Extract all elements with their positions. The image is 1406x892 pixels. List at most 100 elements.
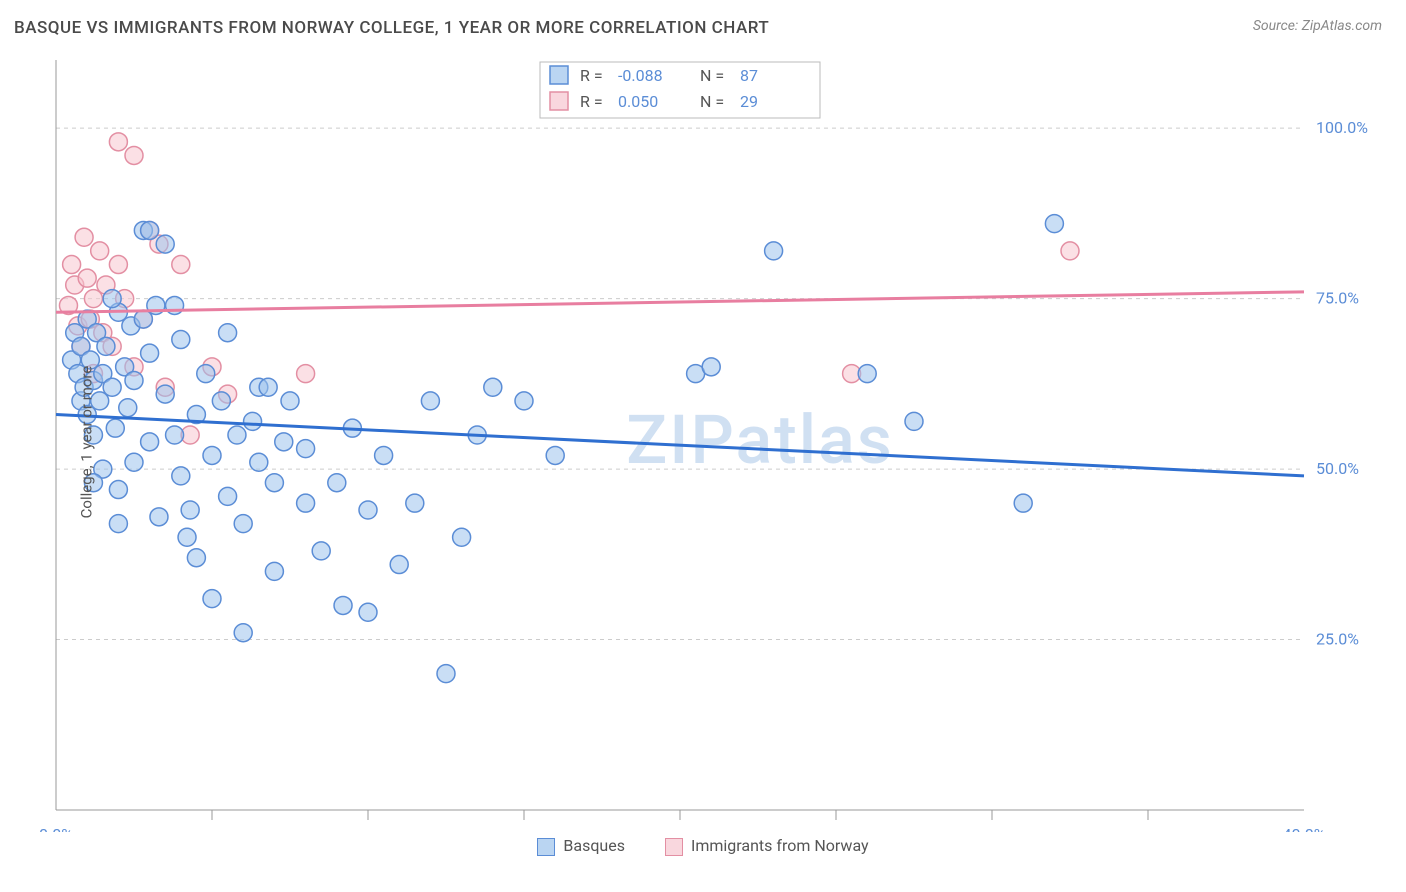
legend-n-value: 29 (740, 92, 758, 111)
legend-n-label: N = (700, 92, 724, 111)
chart-svg: 25.0% 50.0% 75.0% 100.0% ZIPatlas 0.0% 40.0% R … (14, 52, 1382, 832)
scatter-point-pink (75, 228, 93, 246)
scatter-point-blue (234, 624, 252, 642)
scatter-point-blue (141, 433, 159, 451)
scatter-point-blue (134, 310, 152, 328)
legend-swatch (550, 92, 568, 110)
scatter-point-blue (203, 446, 221, 464)
scatter-point-blue (328, 474, 346, 492)
scatter-point-blue (244, 412, 262, 430)
y-tick-label: 75.0% (1316, 289, 1359, 308)
scatter-point-blue (375, 446, 393, 464)
scatter-point-blue (109, 515, 127, 533)
scatter-point-blue (150, 508, 168, 526)
scatter-point-blue (166, 426, 184, 444)
scatter-point-blue (125, 371, 143, 389)
y-axis-label: College, 1 year or more (77, 366, 95, 519)
trend-line-pink (56, 292, 1304, 312)
square-icon (537, 838, 555, 856)
scatter-point-blue (905, 412, 923, 430)
legend-n-value: 87 (740, 66, 758, 85)
watermark: ZIPatlas (626, 400, 894, 480)
scatter-point-blue (228, 426, 246, 444)
scatter-point-pink (125, 146, 143, 164)
scatter-point-blue (103, 290, 121, 308)
scatter-point-pink (297, 365, 315, 383)
scatter-point-blue (250, 453, 268, 471)
scatter-point-blue (515, 392, 533, 410)
x-tick-label: 0.0% (39, 825, 73, 832)
scatter-point-blue (297, 440, 315, 458)
scatter-point-blue (265, 562, 283, 580)
legend-r-label: R = (580, 66, 603, 85)
scatter-point-blue (1045, 215, 1063, 233)
scatter-point-blue (106, 419, 124, 437)
legend-r-label: R = (580, 92, 603, 111)
legend-label: Basques (563, 836, 625, 855)
scatter-point-blue (359, 501, 377, 519)
scatter-point-pink (109, 133, 127, 151)
scatter-point-blue (156, 385, 174, 403)
y-tick-label: 25.0% (1316, 630, 1359, 649)
scatter-point-blue (765, 242, 783, 260)
correlation-chart: College, 1 year or more 25.0% 50.0% 75.0% 1… (14, 52, 1382, 832)
legend-bottom: Basques Immigrants from Norway (0, 836, 1406, 856)
legend-item-basques: Basques (537, 836, 625, 856)
scatter-point-blue (109, 481, 127, 499)
scatter-point-blue (265, 474, 283, 492)
legend-r-value: 0.050 (618, 92, 658, 111)
scatter-point-pink (78, 269, 96, 287)
scatter-point-blue (178, 528, 196, 546)
scatter-point-blue (197, 365, 215, 383)
scatter-point-blue (546, 446, 564, 464)
scatter-point-blue (212, 392, 230, 410)
scatter-point-blue (234, 515, 252, 533)
scatter-point-blue (103, 378, 121, 396)
scatter-point-blue (359, 603, 377, 621)
scatter-point-blue (297, 494, 315, 512)
scatter-point-pink (91, 242, 109, 260)
source-attribution: Source: ZipAtlas.com (1253, 18, 1382, 34)
legend-n-label: N = (700, 66, 724, 85)
square-icon (665, 838, 683, 856)
x-tick-label: 40.0% (1283, 825, 1326, 832)
y-tick-label: 100.0% (1316, 118, 1368, 137)
scatter-point-pink (1061, 242, 1079, 260)
scatter-point-blue (259, 378, 277, 396)
scatter-point-blue (406, 494, 424, 512)
page-title: BASQUE VS IMMIGRANTS FROM NORWAY COLLEGE… (14, 18, 769, 38)
scatter-point-blue (334, 596, 352, 614)
legend-label: Immigrants from Norway (691, 836, 869, 855)
scatter-point-pink (63, 256, 81, 274)
scatter-point-blue (141, 221, 159, 239)
scatter-point-blue (484, 378, 502, 396)
legend-r-value: -0.088 (618, 66, 663, 85)
scatter-point-blue (156, 235, 174, 253)
scatter-point-blue (437, 665, 455, 683)
scatter-point-blue (187, 549, 205, 567)
scatter-point-pink (172, 256, 190, 274)
scatter-point-blue (219, 324, 237, 342)
scatter-point-blue (97, 337, 115, 355)
scatter-point-blue (172, 331, 190, 349)
scatter-point-blue (125, 453, 143, 471)
scatter-point-blue (702, 358, 720, 376)
scatter-point-blue (390, 556, 408, 574)
scatter-point-blue (203, 590, 221, 608)
scatter-point-blue (181, 501, 199, 519)
scatter-point-blue (172, 467, 190, 485)
scatter-point-blue (421, 392, 439, 410)
scatter-point-blue (453, 528, 471, 546)
scatter-point-blue (281, 392, 299, 410)
legend-item-norway: Immigrants from Norway (665, 836, 869, 856)
scatter-point-blue (119, 399, 137, 417)
scatter-point-blue (219, 487, 237, 505)
scatter-point-pink (109, 256, 127, 274)
scatter-point-blue (858, 365, 876, 383)
scatter-point-blue (1014, 494, 1032, 512)
legend-swatch (550, 66, 568, 84)
scatter-point-blue (275, 433, 293, 451)
y-tick-label: 50.0% (1316, 459, 1359, 478)
scatter-point-blue (141, 344, 159, 362)
scatter-point-blue (312, 542, 330, 560)
